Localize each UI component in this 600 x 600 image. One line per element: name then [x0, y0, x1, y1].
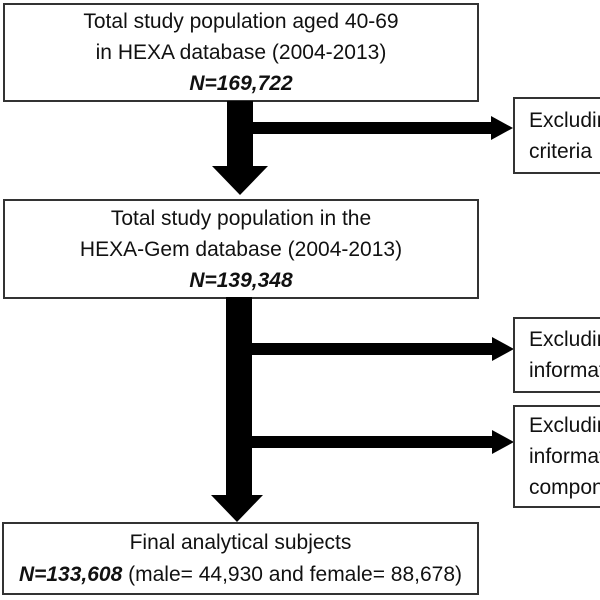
population-count: N=133,608 — [18, 562, 123, 586]
box-text-line: Final analytical subjects — [129, 530, 352, 554]
exclusion-text-line: criteria — [529, 139, 593, 163]
exclusion-text-line: information — [529, 359, 600, 382]
exclusion-text-line: Excluding — [529, 414, 600, 437]
population-count: N=169,722 — [189, 72, 293, 95]
population-count: N=139,348 — [189, 268, 293, 292]
exclusion-text-line: Excluding — [529, 108, 600, 132]
box-text-line: Total study population aged 40-69 — [83, 10, 399, 33]
arrow-right-1-head-icon — [491, 116, 513, 140]
arrow-right-3-shaft — [252, 436, 492, 448]
exclusion-text-line: information — [529, 445, 600, 468]
box-text-line: Total study population in the — [110, 206, 372, 230]
box-text-line: N=133,608 (male= 44,930 and female= 88,6… — [19, 559, 462, 591]
arrow-down-1-shaft — [227, 101, 253, 167]
arrow-right-3-head-icon — [492, 430, 514, 454]
box-total-population-hexa: Total study population aged 40-69 in HEX… — [3, 3, 479, 102]
box-final-analytical-subjects: Final analytical subjects N=133,608 (mal… — [2, 522, 479, 595]
arrow-right-2-head-icon — [492, 337, 514, 361]
exclusion-text-line: components — [529, 476, 600, 499]
box-exclusion-components: Excluding information components — [513, 405, 600, 508]
arrow-right-1-shaft — [253, 122, 491, 134]
exclusion-text-line: Excluding — [529, 328, 600, 351]
box-total-population-hexa-gem: Total study population in the HEXA-Gem d… — [3, 199, 479, 299]
arrow-down-1-head-icon — [212, 166, 268, 195]
arrow-down-2-shaft — [226, 297, 252, 497]
box-text-line: in HEXA database (2004-2013) — [95, 41, 387, 64]
box-exclusion-criteria: Excluding criteria — [513, 97, 600, 174]
box-text-line: HEXA-Gem database (2004-2013) — [79, 237, 403, 261]
population-detail: (male= 44,930 and female= 88,678) — [122, 562, 463, 586]
box-exclusion-information: Excluding information — [513, 317, 600, 393]
arrow-down-2-head-icon — [211, 495, 263, 522]
arrow-right-2-shaft — [252, 343, 492, 355]
